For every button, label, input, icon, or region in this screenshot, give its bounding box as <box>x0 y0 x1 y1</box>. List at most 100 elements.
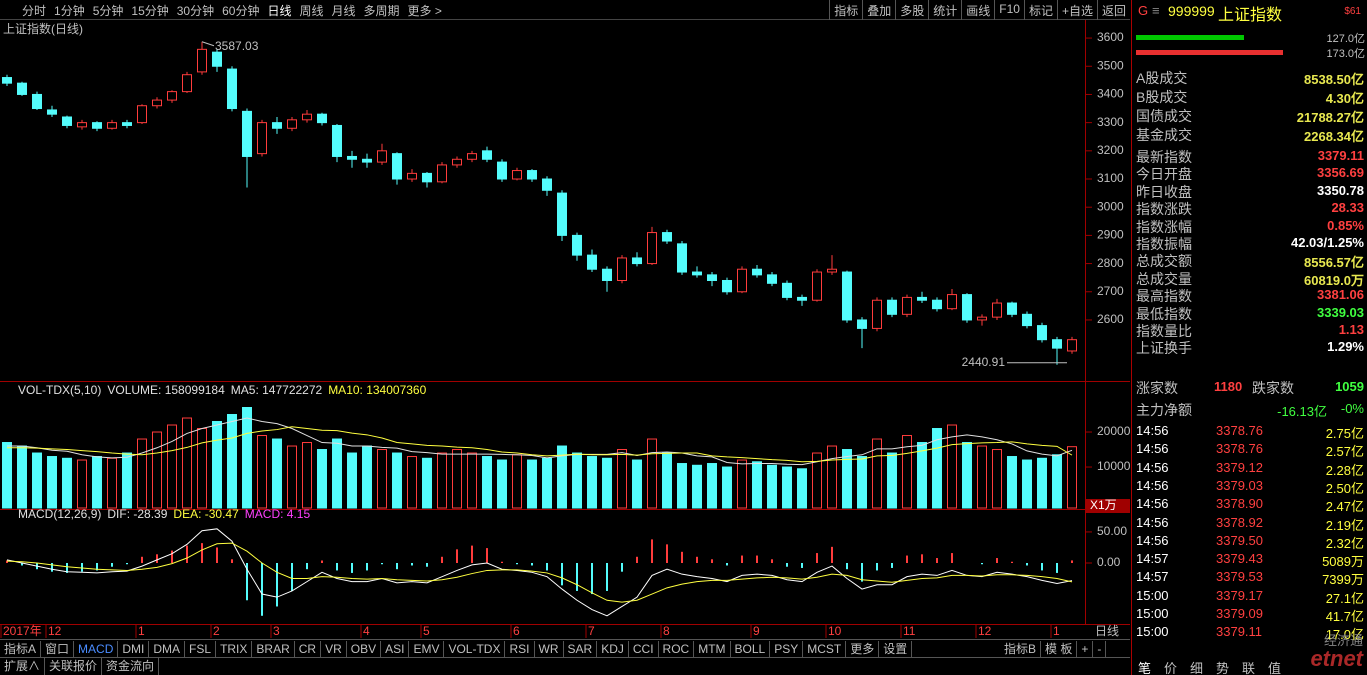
indicator-tab[interactable]: ROC <box>659 641 695 657</box>
quote-value: 0.85% <box>1327 217 1364 233</box>
tool-button[interactable]: 指标 <box>829 0 862 20</box>
template-tab[interactable]: + <box>1077 641 1094 657</box>
candle-body <box>242 110 252 157</box>
tool-button[interactable]: 统计 <box>928 0 961 20</box>
indicator-tab[interactable]: BOLL <box>731 641 771 657</box>
template-tab[interactable]: 指标B <box>1000 641 1042 657</box>
candle-body <box>542 178 552 191</box>
breadth-label: 涨家数 <box>1136 380 1178 396</box>
candle-body <box>107 122 117 129</box>
period-button[interactable]: 多周期 <box>363 4 400 18</box>
tick-time: 15:00 <box>1136 624 1169 640</box>
tool-bar: 指标 叠加 多股 统计 画线 F10 标记 +自选 返回 <box>829 0 1130 20</box>
tool-button[interactable]: F10 <box>994 0 1024 20</box>
candle-body <box>677 243 687 273</box>
period-button[interactable]: 15分钟 <box>131 4 169 18</box>
indicator-tab[interactable]: KDJ <box>597 641 629 657</box>
indicator-tab[interactable]: OBV <box>347 641 382 657</box>
indicator-tab[interactable]: VR <box>321 641 347 657</box>
candle-body <box>257 122 267 155</box>
side-tab[interactable]: 细 <box>1190 661 1204 675</box>
indicator-tab[interactable]: DMI <box>118 641 150 657</box>
quote-value: 28.33 <box>1331 200 1364 216</box>
indicator-tab[interactable]: MCST <box>803 641 847 657</box>
tick-volume: 2.28亿 <box>1325 462 1364 478</box>
footer-tab[interactable]: 关联报价 <box>45 658 103 675</box>
volume-bar <box>2 442 12 509</box>
quote-label: 最低指数 <box>1136 305 1192 322</box>
volume-bar <box>407 456 417 509</box>
tick-time: 14:57 <box>1136 551 1169 567</box>
template-tab[interactable]: - <box>1093 641 1107 657</box>
footer: 扩展∧ 关联报价 资金流向 <box>0 657 1130 675</box>
volume-bar <box>722 466 732 509</box>
side-tab[interactable]: 笔 <box>1138 661 1152 675</box>
menu-icon[interactable]: ≡ <box>1152 3 1160 18</box>
template-tab[interactable]: 模 板 <box>1041 641 1078 657</box>
volume-bar <box>692 464 702 509</box>
indicator-tab[interactable]: 设置 <box>879 641 913 657</box>
tool-button[interactable]: 叠加 <box>862 0 895 20</box>
indicator-tab[interactable]: MACD <box>74 641 119 657</box>
indicator-tab[interactable]: SAR <box>564 641 598 657</box>
candle-body <box>617 257 627 281</box>
indicator-tab[interactable]: 指标A <box>0 641 42 657</box>
candle-body <box>602 268 612 281</box>
period-button[interactable]: 30分钟 <box>176 4 215 18</box>
indicator-tab[interactable]: EMV <box>409 641 445 657</box>
indicator-tab[interactable]: CCI <box>629 641 659 657</box>
side-tab[interactable]: 联 <box>1242 661 1256 675</box>
period-button[interactable]: 5分钟 <box>92 4 124 18</box>
x-tick-label: 11 <box>903 624 916 638</box>
indicator-tab[interactable]: RSI <box>505 641 535 657</box>
indicator-tab[interactable]: CR <box>295 641 322 657</box>
y-tick-label: 3200 <box>1097 143 1124 157</box>
indicator-tab[interactable]: VOL-TDX <box>444 641 506 657</box>
candle-body <box>62 116 72 126</box>
indicator-tab[interactable]: ASI <box>381 641 410 657</box>
volume-bar <box>797 468 807 509</box>
indicator-line <box>6 528 1073 617</box>
side-tab[interactable]: 值 <box>1268 661 1282 675</box>
volume-bar <box>47 456 57 509</box>
candle-body <box>407 172 417 180</box>
candle-body <box>482 150 492 160</box>
side-tab[interactable]: 价 <box>1164 661 1178 675</box>
tool-button[interactable]: +自选 <box>1056 0 1097 20</box>
tool-button[interactable]: 画线 <box>961 0 994 20</box>
period-button[interactable]: 1分钟 <box>54 4 85 18</box>
x-tick-label: 12 <box>978 624 992 638</box>
indicator-tab[interactable]: DMA <box>149 641 186 657</box>
tabs-right: 指标B 模 板 + - <box>1000 641 1107 657</box>
footer-tab[interactable]: 资金流向 <box>102 658 160 675</box>
tool-button[interactable]: 返回 <box>1096 0 1130 20</box>
indicator-tab[interactable]: WR <box>535 641 564 657</box>
period-button[interactable]: 月线 <box>331 4 356 18</box>
indicator-tab[interactable]: 更多 <box>846 641 880 657</box>
quote-label: 指数涨跌 <box>1136 201 1192 218</box>
candle-body <box>782 282 792 298</box>
volume-bar <box>857 456 867 509</box>
candle-body <box>932 299 942 310</box>
tool-button[interactable]: 标记 <box>1023 0 1057 20</box>
volume-bar <box>1052 454 1062 509</box>
period-button[interactable]: 分时 <box>22 4 47 18</box>
annotation-line <box>201 41 215 47</box>
volume-bar <box>617 449 627 509</box>
indicator-tab[interactable]: 窗口 <box>41 641 75 657</box>
indicator-tab[interactable]: BRAR <box>252 641 295 657</box>
side-tab[interactable]: 势 <box>1216 661 1230 675</box>
quote-label: 指数振幅 <box>1136 236 1192 252</box>
period-button[interactable]: 日线 <box>267 4 292 18</box>
footer-tab[interactable]: 扩展∧ <box>0 658 46 675</box>
candle-body <box>182 74 192 93</box>
indicator-tab[interactable]: PSY <box>770 641 804 657</box>
indicator-tab[interactable]: FSL <box>185 641 217 657</box>
period-button[interactable]: 60分钟 <box>222 4 260 18</box>
volume-bar <box>887 452 897 509</box>
indicator-tab[interactable]: MTM <box>694 641 731 657</box>
period-button[interactable]: 更多 > <box>407 4 442 18</box>
period-button[interactable]: 周线 <box>299 4 324 18</box>
indicator-tab[interactable]: TRIX <box>216 641 253 657</box>
tool-button[interactable]: 多股 <box>895 0 928 20</box>
